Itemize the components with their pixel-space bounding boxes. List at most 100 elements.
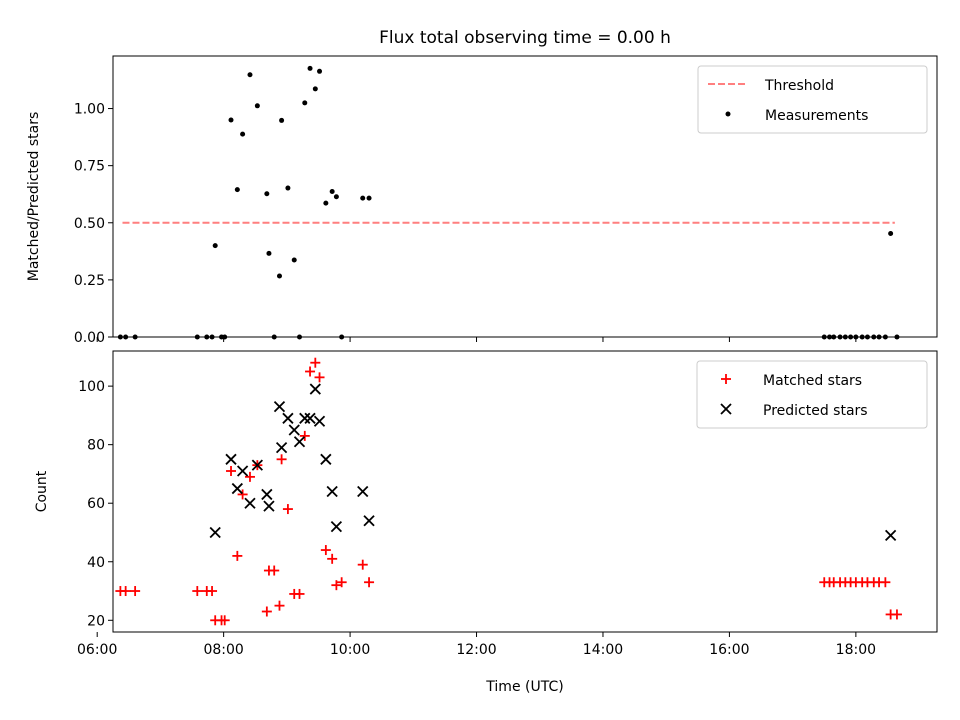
top-y-axis-label: Matched/Predicted stars	[26, 112, 42, 282]
measurement-point	[329, 188, 335, 194]
bottom-y-tick-label: 20	[87, 613, 105, 629]
bottom-y-tick-label: 80	[87, 438, 105, 454]
measurement-point	[285, 185, 291, 191]
x-tick-label: 18:00	[836, 642, 876, 658]
legend-predicted-marker	[720, 403, 732, 415]
matched-stars-point	[336, 577, 347, 588]
x-tick-label: 16:00	[709, 642, 749, 658]
top-legend: Threshold Measurements	[697, 65, 928, 134]
matched-stars-point	[207, 586, 218, 597]
bottom-panel: 06:00 08:00 10:00 12:00 14:00 16:00 18:00 20 40…	[34, 350, 938, 695]
legend-matched-label: Matched stars	[763, 373, 862, 389]
predicted-stars-point	[231, 482, 243, 495]
top-y-tick-label: 0.25	[74, 273, 105, 289]
predicted-stars-point	[236, 465, 249, 477]
top-y-tick-label: 0.00	[74, 330, 105, 346]
measurement-point	[888, 231, 894, 237]
matched-stars-point	[282, 504, 293, 515]
matched-stars-point	[331, 580, 342, 591]
bottom-y-axis-label: Count	[34, 470, 50, 512]
matched-stars-point	[314, 372, 325, 383]
measurement-point	[366, 195, 372, 201]
top-x-ticks	[96, 337, 857, 342]
measurement-point	[307, 65, 313, 71]
bottom-y-tick-label: 60	[87, 496, 105, 512]
matched-stars-point	[219, 615, 230, 626]
predicted-stars-point	[251, 459, 263, 471]
predicted-stars-point	[275, 441, 288, 454]
x-tick-label: 14:00	[583, 642, 623, 658]
matched-stars-point	[274, 600, 285, 611]
predicted-stars-point	[293, 436, 306, 448]
predicted-stars-point	[273, 400, 286, 413]
predicted-stars-point	[244, 497, 256, 509]
measurement-point	[312, 86, 318, 92]
top-y-tick-label: 0.75	[74, 159, 105, 175]
bottom-plot-area	[115, 357, 902, 626]
measurement-point	[302, 100, 308, 106]
predicted-stars-point	[209, 526, 221, 539]
matched-stars-point	[120, 586, 131, 597]
top-panel: 0.00 0.25 0.50 0.75 1.00 Matched/Predicted s…	[26, 55, 938, 346]
matched-stars-point	[276, 454, 287, 465]
measurement-point	[276, 273, 282, 279]
chart-title: Flux total observing time = 0.00 h	[379, 28, 671, 48]
x-tick-label: 08:00	[203, 642, 243, 658]
matched-stars-point	[261, 606, 272, 617]
bottom-legend: Matched stars Predicted stars	[696, 360, 928, 429]
top-y-tick-label: 1.00	[74, 102, 105, 118]
measurement-point	[360, 195, 366, 201]
predicted-stars-point	[261, 488, 273, 501]
x-tick-label: 12:00	[456, 642, 496, 658]
matched-stars-point	[880, 577, 891, 588]
matched-stars-point	[299, 430, 310, 441]
measurement-point	[254, 103, 260, 109]
predicted-stars-point	[309, 383, 321, 395]
matched-stars-point	[192, 586, 203, 597]
matched-stars-point	[327, 553, 338, 564]
predicted-stars-point	[313, 415, 326, 427]
matched-stars-point	[226, 466, 237, 477]
predicted-stars-point	[885, 529, 897, 542]
top-y-ticks: 0.00 0.25 0.50 0.75 1.00	[74, 102, 113, 346]
measurement-point	[317, 68, 323, 74]
matched-stars-point	[320, 545, 331, 556]
measurement-point	[323, 200, 329, 206]
matched-stars-point	[244, 471, 255, 482]
bottom-legend-box	[696, 360, 928, 429]
matched-stars-point	[891, 609, 902, 620]
predicted-stars-point	[326, 485, 338, 498]
predicted-stars-point	[363, 515, 375, 527]
measurement-point	[266, 250, 272, 256]
measurement-point	[291, 257, 297, 263]
measurement-point	[333, 194, 339, 200]
legend-matched-marker	[721, 374, 731, 384]
predicted-stars-point	[299, 412, 311, 424]
predicted-stars-point	[282, 412, 294, 424]
matched-stars-point	[269, 565, 280, 576]
legend-measurements-marker	[725, 111, 731, 117]
top-y-tick-label: 0.50	[74, 216, 105, 232]
top-legend-box	[697, 65, 928, 134]
measurement-point	[240, 131, 246, 137]
x-tick-label: 06:00	[77, 642, 117, 658]
matched-stars-point	[357, 559, 368, 570]
matched-stars-point	[364, 577, 375, 588]
measurement-point	[279, 117, 285, 123]
bottom-y-tick-label: 100	[78, 379, 105, 395]
predicted-stars-point	[263, 500, 275, 512]
measurement-point	[212, 243, 218, 249]
matched-stars-point	[294, 588, 305, 599]
measurement-point	[228, 117, 234, 123]
measurement-point	[247, 72, 253, 78]
predicted-stars-point	[357, 485, 369, 498]
x-tick-label: 10:00	[330, 642, 370, 658]
legend-predicted-label: Predicted stars	[763, 403, 868, 419]
matched-stars-point	[305, 366, 316, 377]
legend-measurements-label: Measurements	[765, 108, 868, 124]
predicted-stars-point	[330, 520, 343, 533]
predicted-stars-point	[320, 453, 332, 465]
top-axes-frame	[112, 55, 938, 338]
matched-stars-point	[310, 357, 321, 368]
